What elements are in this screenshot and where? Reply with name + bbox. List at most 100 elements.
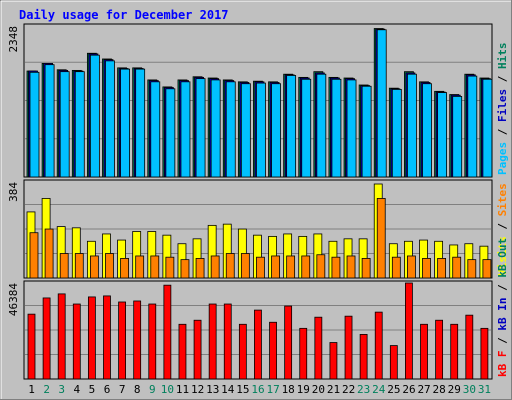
bar-sites-day-undefined (225, 253, 235, 279)
bar-sites-day-undefined (105, 253, 114, 279)
bar-kb-f-day-undefined (193, 319, 202, 380)
legend-separator: / (496, 122, 509, 142)
bar-sites-day-undefined (346, 255, 356, 279)
bar-pages-day-26 (407, 73, 417, 178)
x-tick-label: 16 (251, 383, 264, 396)
bar-pages-day-31 (482, 78, 493, 178)
bar-pages-day-4 (74, 71, 85, 178)
bar-kb-f-day-undefined (133, 300, 142, 380)
x-tick-label: 29 (448, 383, 461, 396)
bar-pages-day-16 (256, 82, 266, 178)
bar-sites-day-undefined (331, 256, 341, 279)
bar-kb-f-day-undefined (269, 321, 277, 380)
bar-kb-f-day-undefined (208, 303, 217, 380)
x-tick-label: 6 (104, 383, 111, 396)
legend-entry: kB Out (496, 238, 509, 278)
legend-entry: Visits (496, 236, 509, 276)
bar-sites-day-undefined (422, 258, 431, 279)
panel-top-legend: Pages / Files / Hits (496, 43, 509, 176)
bar-pages-day-21 (331, 78, 342, 178)
x-tick-label: 7 (119, 383, 126, 396)
x-tick-label: 11 (176, 383, 189, 396)
x-tick-label: 12 (191, 383, 204, 396)
bar-pages-day-13 (210, 79, 221, 178)
legend-entry: kB F (496, 351, 509, 378)
bar-pages-day-3 (59, 71, 70, 178)
bar-pages-day-6 (105, 60, 115, 178)
bar-sites-day-undefined (301, 255, 311, 279)
bar-kb-f-day-undefined (27, 313, 36, 380)
bar-pages-day-25 (391, 89, 402, 178)
bar-sites-day-undefined (165, 256, 175, 279)
bar-pages-day-5 (89, 54, 100, 178)
legend-entry: Hits (496, 43, 509, 70)
bar-kb-f-day-undefined (254, 309, 262, 380)
bar-kb-f-day-undefined (178, 323, 187, 380)
bar-kb-f-day-undefined (118, 301, 126, 380)
bar-sites-day-undefined (210, 255, 220, 279)
x-tick-label: 27 (417, 383, 430, 396)
bar-kb-f-day-undefined (163, 284, 172, 380)
bar-sites-day-undefined (74, 253, 84, 279)
bar-sites-day-undefined (467, 259, 477, 279)
x-tick-label: 3 (58, 383, 65, 396)
bar-kb-f-day-undefined (72, 303, 81, 380)
bar-kb-f-day-undefined (284, 305, 293, 380)
bar-sites-day-undefined (120, 258, 129, 279)
bar-sites-day-undefined (316, 254, 326, 279)
x-tick-label: 23 (357, 383, 370, 396)
legend-separator: / (496, 331, 509, 351)
bar-kb-f-day-undefined (435, 319, 444, 380)
legend-separator: / (496, 69, 509, 89)
bar-pages-day-10 (165, 88, 176, 178)
bar-sites-day-undefined (407, 255, 416, 279)
x-tick-label: 24 (372, 383, 386, 396)
panel-top-ymax-label: 2348 (7, 26, 20, 53)
bar-pages-day-12 (195, 78, 206, 178)
bar-sites-day-undefined (361, 258, 371, 279)
bar-pages-day-14 (225, 81, 236, 178)
bar-sites-day-undefined (482, 259, 492, 279)
x-tick-label: 21 (327, 383, 340, 396)
bar-pages-day-28 (437, 92, 448, 178)
x-tick-label: 17 (266, 383, 279, 396)
bar-kb-f-day-undefined (374, 311, 383, 380)
bar-pages-day-18 (286, 75, 297, 178)
bar-kb-f-day-undefined (238, 323, 247, 380)
bar-kb-f-day-undefined (344, 315, 353, 380)
bar-kb-f-day-undefined (465, 314, 474, 380)
bar-sites-day-undefined (180, 259, 190, 279)
bar-sites-day-undefined (240, 253, 250, 279)
bar-sites-day-undefined (29, 232, 39, 279)
x-tick-label: 13 (206, 383, 219, 396)
bar-kb-f-day-undefined (103, 295, 111, 380)
panel-middle-legend: Visits / Sites (496, 183, 509, 276)
bar-sites-day-undefined (271, 255, 280, 279)
bar-kb-f-day-undefined (480, 327, 489, 380)
x-tick-label: 4 (74, 383, 81, 396)
x-tick-label: 8 (134, 383, 141, 396)
x-tick-label: 10 (161, 383, 174, 396)
bar-pages-day-20 (316, 73, 327, 178)
x-tick-label: 9 (149, 383, 156, 396)
bar-pages-day-7 (120, 68, 130, 178)
bar-pages-day-19 (301, 78, 312, 178)
bar-sites-day-undefined (256, 256, 265, 279)
bar-pages-day-23 (361, 85, 372, 178)
bar-pages-day-9 (150, 81, 161, 178)
bar-kb-f-day-undefined (359, 334, 368, 380)
legend-separator: / (496, 278, 509, 298)
bar-pages-day-17 (271, 83, 281, 178)
bar-kb-f-day-undefined (329, 342, 338, 380)
bar-kb-f-day-undefined (420, 323, 428, 380)
panel-bottom-ymax-label: 46384 (7, 283, 20, 316)
bar-pages-day-11 (180, 81, 191, 178)
x-tick-label: 1 (28, 383, 35, 396)
bar-pages-day-22 (346, 79, 357, 178)
bar-pages-day-1 (29, 71, 40, 178)
x-tick-label: 25 (387, 383, 400, 396)
bar-sites-day-undefined (376, 198, 386, 279)
bar-kb-f-day-undefined (314, 316, 323, 380)
